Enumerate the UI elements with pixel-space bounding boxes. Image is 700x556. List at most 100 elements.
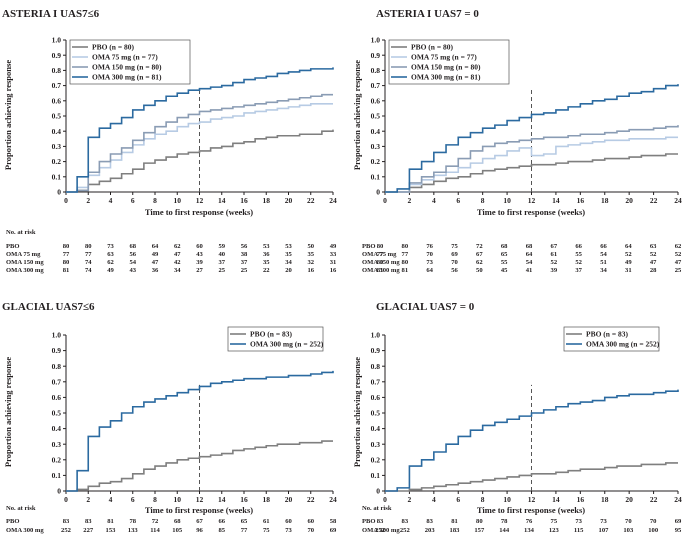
chart-2-risk-cell: 72 (476, 243, 483, 250)
chart-3-x-tick-label: 24 (329, 495, 337, 504)
chart-1-risk-cell: 25 (218, 267, 225, 274)
chart-2-y-tick-label: 1.0 (371, 36, 381, 45)
chart-2-y-tick-label: 0 (376, 188, 380, 197)
chart-2-x-tick-label: 24 (674, 196, 682, 205)
chart-2-series-line-4 (385, 84, 679, 193)
chart-2-risk-cell: 69 (451, 251, 458, 258)
chart-3-risk-cell: 73 (285, 527, 292, 534)
chart-1-x-tick-label: 8 (153, 196, 157, 205)
chart-3-x-tick-label: 22 (307, 495, 315, 504)
chart-1-risk-cell: 36 (152, 267, 159, 274)
chart-3-x-tick-label: 0 (64, 495, 68, 504)
chart-2-risk-cell: 77 (377, 251, 384, 258)
chart-4-y-axis-label: Proportion achieving response (352, 357, 362, 467)
chart-1-risk-row-label: OMA 300 mg (6, 267, 44, 274)
chart-2-risk-cell: 34 (600, 267, 607, 274)
chart-3-risk-cell: 252 (61, 527, 72, 534)
chart-2-risk-cell: 80 (377, 243, 384, 250)
chart-1-x-tick-label: 22 (307, 196, 315, 205)
chart-1-title: ASTERIA I UAS7≤6 (2, 8, 100, 20)
chart-2-risk-cell: 52 (625, 251, 632, 258)
chart-4-y-tick-label: 0.9 (371, 346, 381, 355)
chart-1-risk-cell: 62 (107, 259, 114, 266)
chart-1-risk-cell: 60 (196, 243, 203, 250)
chart-4-title: GLACIAL UAS7 = 0 (376, 301, 475, 313)
chart-2-risk-cell: 45 (501, 267, 508, 274)
chart-1-series-line-1 (66, 129, 334, 193)
chart-3-risk-cell: 72 (152, 518, 159, 525)
chart-4-y-tick-label: 0.1 (371, 471, 381, 480)
chart-4-x-tick-label: 6 (456, 495, 460, 504)
chart-1-x-tick-label: 0 (64, 196, 68, 205)
chart-3-risk-cell: 77 (241, 527, 248, 534)
chart-4-x-tick-label: 24 (674, 495, 682, 504)
chart-1-x-tick-label: 4 (109, 196, 113, 205)
chart-4-risk-cell: 103 (623, 527, 634, 534)
chart-2-x-tick-label: 20 (625, 196, 633, 205)
chart-3-series-line-2 (66, 370, 334, 492)
chart-1-risk-row-label: OMA 150 mg (6, 259, 44, 266)
chart-2-series-line-2 (385, 136, 678, 193)
chart-2-risk-cell: 41 (526, 267, 533, 274)
chart-3-risk-cell: 227 (83, 527, 94, 534)
chart-1-x-axis-label: Time to first response (weeks) (145, 207, 253, 217)
chart-1-risk-cell: 47 (152, 259, 159, 266)
chart-3-y-tick-label: 1.0 (52, 331, 62, 340)
chart-4-y-tick-label: 1.0 (371, 331, 381, 340)
chart-4-y-tick-label: 0.7 (371, 377, 381, 386)
chart-4-x-tick-label: 0 (383, 495, 387, 504)
chart-1-y-tick-label: 0 (57, 188, 61, 197)
chart-4-y-tick-label: 0.8 (371, 362, 381, 371)
chart-1-series-line-3 (66, 93, 333, 193)
chart-1-risk-cell: 40 (218, 251, 225, 258)
chart-1-risk-cell: 34 (174, 267, 181, 274)
chart-2-risk-row-label: OMA 150 mg (362, 259, 400, 266)
chart-1-risk-cell: 34 (285, 259, 292, 266)
chart-2-risk-cell: 28 (650, 267, 657, 274)
chart-4-risk-cell: 83 (402, 518, 409, 525)
chart-4-risk-cell: 81 (451, 518, 458, 525)
chart-2-x-tick-label: 4 (432, 196, 436, 205)
chart-1-risk-cell: 59 (218, 243, 225, 250)
chart-4-risk-heading: No. at risk (362, 505, 392, 512)
chart-2-risk-row-label: PBO (362, 243, 376, 250)
chart-1-legend-label-3: OMA 150 mg (n = 80) (92, 63, 162, 72)
chart-2-risk-cell: 65 (501, 251, 508, 258)
chart-3-risk-cell: 60 (285, 518, 292, 525)
chart-4-x-tick-label: 20 (625, 495, 633, 504)
chart-4-risk-cell: 75 (551, 518, 558, 525)
chart-3-x-tick-label: 16 (240, 495, 248, 504)
chart-3-risk-cell: 61 (263, 518, 270, 525)
chart-4-risk-cell: 70 (625, 518, 632, 525)
chart-4-y-tick-label: 0.5 (371, 409, 381, 418)
chart-1-y-tick-label: 0.9 (52, 51, 62, 60)
chart-2-risk-cell: 49 (625, 259, 632, 266)
chart-1-risk-cell: 74 (85, 259, 92, 266)
chart-4-series-line-1 (385, 462, 678, 492)
chart-3-risk-row-label: PBO (6, 518, 20, 525)
chart-4-legend-label-2: OMA 300 mg (n = 252) (586, 340, 660, 349)
chart-4-legend-box (563, 326, 660, 352)
chart-3-risk-cell: 68 (174, 518, 181, 525)
chart-4-y-tick-label: 0.4 (371, 424, 381, 433)
chart-2-y-tick-label: 0.4 (371, 127, 381, 136)
chart-1-risk-cell: 81 (63, 267, 70, 274)
chart-2-risk-cell: 64 (526, 251, 533, 258)
chart-4-legend-label-1: PBO (n = 83) (586, 330, 628, 339)
chart-2-risk-cell: 64 (426, 267, 433, 274)
chart-1-risk-cell: 43 (129, 267, 136, 274)
chart-2-y-tick-label: 0.1 (371, 172, 381, 181)
chart-4-x-tick-label: 18 (601, 495, 609, 504)
chart-3-risk-cell: 65 (241, 518, 248, 525)
chart-2-risk-cell: 25 (675, 267, 682, 274)
chart-2-risk-cell: 47 (650, 259, 657, 266)
chart-1-risk-cell: 25 (241, 267, 248, 274)
chart-2-risk-cell: 63 (650, 243, 657, 250)
chart-3-legend-label-1: PBO (n = 83) (250, 330, 292, 339)
chart-3-y-tick-label: 0.5 (52, 409, 62, 418)
chart-2-x-tick-label: 14 (552, 196, 560, 205)
chart-3-y-tick-label: 0 (57, 487, 61, 496)
chart-1-risk-cell: 35 (285, 251, 292, 258)
chart-3-risk-cell: 58 (330, 518, 337, 525)
chart-4-x-axis-label: Time to first response (weeks) (477, 505, 585, 515)
